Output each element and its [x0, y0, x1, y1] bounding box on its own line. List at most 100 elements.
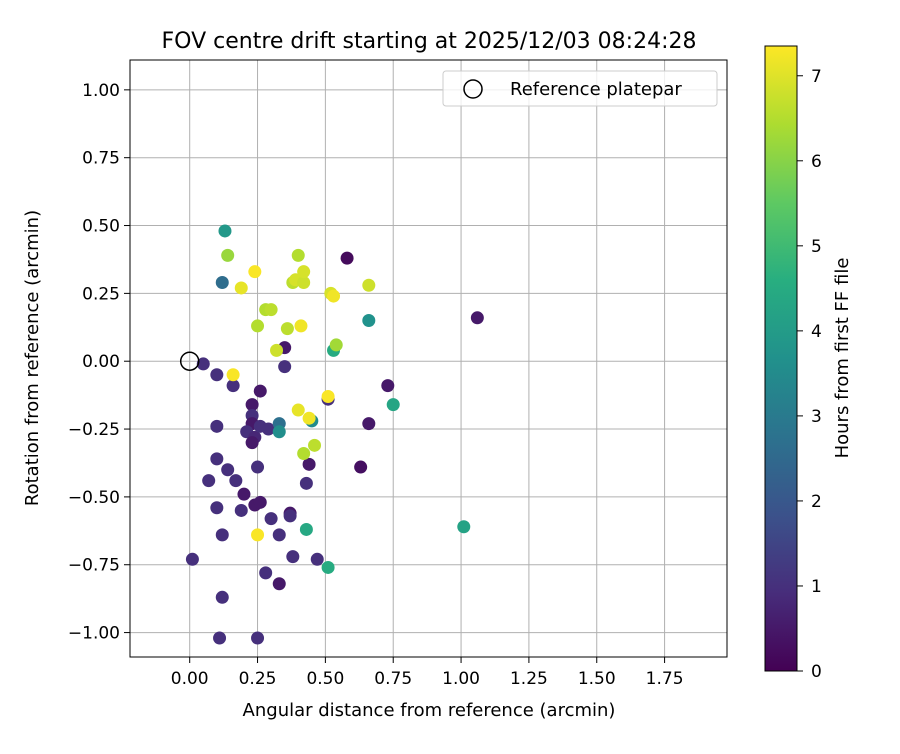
data-point: [251, 528, 265, 542]
data-point: [202, 474, 216, 488]
data-point: [457, 520, 471, 534]
colorbar-tick-label: 6: [811, 152, 822, 172]
y-tick-label: 0.50: [82, 217, 120, 237]
data-point: [272, 425, 286, 439]
x-tick-label: 0.25: [239, 669, 277, 689]
data-point: [308, 438, 322, 452]
data-point: [221, 248, 235, 262]
data-point: [245, 436, 259, 450]
data-point: [297, 276, 311, 290]
legend-label: Reference platepar: [510, 79, 682, 100]
data-point: [272, 577, 286, 591]
data-point: [210, 452, 224, 466]
y-tick-label: 0.00: [82, 352, 120, 372]
y-axis-label: Rotation from reference (arcmin): [22, 210, 43, 506]
data-point: [251, 631, 265, 645]
plot-frame: [129, 59, 728, 658]
data-point: [215, 528, 229, 542]
colorbar-tick-label: 7: [811, 67, 822, 87]
y-ticks: 1.00 0.75 0.50 0.25 0.00 −0.25 −0.50 −0.75 −1.00: [68, 81, 130, 644]
data-point: [299, 522, 313, 536]
y-tick-label: 0.25: [82, 284, 120, 304]
data-point: [327, 289, 341, 303]
data-point: [213, 631, 227, 645]
data-point: [340, 251, 354, 265]
colorbar: 0 1 2 3 4 5 6 7 Hours from first FF file: [764, 45, 853, 682]
data-point: [291, 403, 305, 417]
x-tick-label: 1.50: [578, 669, 616, 689]
data-point: [302, 411, 316, 425]
data-point: [264, 512, 278, 526]
x-axis-label: Angular distance from reference (arcmin): [243, 700, 616, 721]
data-point: [286, 550, 300, 564]
data-point: [354, 460, 368, 474]
data-point: [253, 384, 267, 398]
legend-marker: [463, 79, 483, 99]
data-point: [248, 265, 262, 279]
data-point: [215, 276, 229, 290]
data-point: [251, 319, 265, 333]
data-point: [210, 501, 224, 515]
y-tick-label: −0.25: [68, 420, 120, 440]
y-tick-label: −0.75: [68, 556, 120, 576]
scatter-points: [185, 224, 484, 645]
colorbar-tick-label: 1: [811, 577, 822, 597]
colorbar-gradient: [764, 45, 798, 672]
x-tick-label: 0.00: [171, 669, 209, 689]
data-point: [297, 446, 311, 460]
data-point: [329, 338, 343, 352]
data-point: [261, 422, 275, 436]
colorbar-tick-label: 2: [811, 492, 822, 512]
data-point: [264, 303, 278, 317]
data-point: [362, 417, 376, 431]
colorbar-tick-label: 3: [811, 407, 822, 427]
data-point: [362, 314, 376, 328]
x-tick-label: 1.25: [510, 669, 548, 689]
data-point: [210, 419, 224, 433]
data-point: [321, 560, 335, 574]
data-point: [283, 509, 297, 523]
legend-box: [442, 70, 718, 107]
data-point: [259, 566, 273, 580]
data-point: [291, 248, 305, 262]
data-point: [229, 474, 243, 488]
data-point: [221, 463, 235, 477]
data-point: [294, 319, 308, 333]
data-point: [362, 278, 376, 292]
data-point: [234, 281, 248, 295]
data-point: [218, 224, 232, 238]
data-point: [226, 368, 240, 382]
data-point: [237, 487, 251, 501]
colorbar-ticks: 0 1 2 3 4 5 6 7: [797, 67, 822, 682]
data-point: [299, 476, 313, 490]
data-point: [251, 460, 265, 474]
data-point: [196, 357, 210, 371]
colorbar-label: Hours from first FF file: [832, 258, 853, 459]
reference-marker: [179, 351, 200, 371]
y-tick-label: 0.75: [82, 149, 120, 169]
data-point: [234, 503, 248, 517]
data-point: [215, 590, 229, 604]
x-tick-label: 1.75: [646, 669, 684, 689]
data-point: [278, 360, 292, 374]
data-point: [210, 368, 224, 382]
x-tick-label: 1.00: [442, 669, 480, 689]
legend: Reference platepar: [442, 70, 718, 107]
x-tick-label: 0.75: [374, 669, 412, 689]
data-point: [253, 495, 267, 509]
data-point: [272, 528, 286, 542]
data-point: [297, 265, 311, 279]
colorbar-tick-label: 5: [811, 237, 822, 257]
chart-title: FOV centre drift starting at 2025/12/03 …: [162, 29, 697, 54]
data-point: [470, 311, 484, 325]
data-point: [321, 389, 335, 403]
x-tick-label: 0.50: [306, 669, 344, 689]
data-point: [280, 322, 294, 336]
data-point: [185, 552, 199, 566]
y-tick-label: 1.00: [82, 81, 120, 101]
data-point: [245, 398, 259, 412]
data-point: [270, 343, 284, 357]
data-point: [302, 457, 316, 471]
x-ticks: 0.00 0.25 0.50 0.75 1.00 1.25 1.50 1.75: [171, 657, 684, 689]
